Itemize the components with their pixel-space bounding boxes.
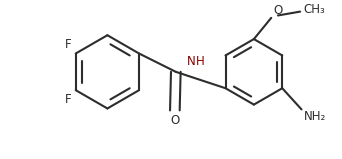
Text: F: F <box>65 93 72 106</box>
Text: H: H <box>196 55 205 69</box>
Text: CH₃: CH₃ <box>303 3 325 16</box>
Text: N: N <box>187 55 195 69</box>
Text: F: F <box>65 38 72 51</box>
Text: NH₂: NH₂ <box>303 110 326 123</box>
Text: O: O <box>273 4 282 17</box>
Text: O: O <box>170 114 180 127</box>
